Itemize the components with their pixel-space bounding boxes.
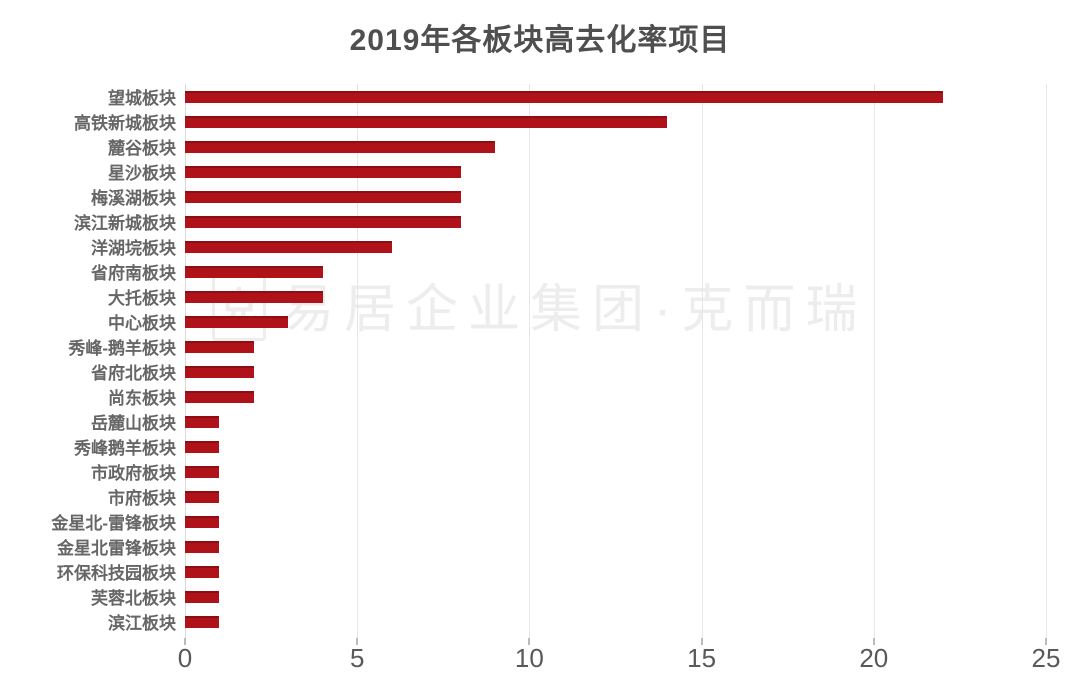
category-label: 环保科技园板块 — [57, 564, 176, 583]
bar-row — [185, 309, 1046, 334]
bar-row — [185, 234, 1046, 259]
category-label: 金星北-雷锋板块 — [51, 514, 176, 533]
x-tick-label: 20 — [859, 643, 889, 673]
bar-row — [185, 584, 1046, 609]
gridline — [701, 84, 703, 638]
gridline — [1046, 84, 1047, 638]
category-label: 滨江板块 — [108, 614, 176, 633]
bar-row — [185, 259, 1046, 284]
bar-row — [185, 334, 1046, 359]
bar-row — [185, 109, 1046, 134]
category-label: 滨江新城板块 — [74, 214, 176, 233]
gridline — [357, 84, 359, 638]
bar-row — [185, 509, 1046, 534]
bar — [185, 90, 943, 103]
bar-row — [185, 609, 1046, 634]
category-label: 省府北板块 — [91, 364, 176, 383]
bar — [185, 315, 289, 328]
bar — [185, 340, 254, 353]
bar-row — [185, 409, 1046, 434]
category-label: 大托板块 — [108, 289, 176, 308]
x-tick-label: 10 — [514, 643, 544, 673]
bar — [185, 365, 254, 378]
category-label: 中心板块 — [108, 314, 176, 333]
x-tick-label: 25 — [1031, 643, 1061, 673]
bar — [185, 440, 220, 453]
bar-row — [185, 209, 1046, 234]
category-label: 高铁新城板块 — [74, 114, 176, 133]
bar — [185, 140, 495, 153]
bar-row — [185, 384, 1046, 409]
bar — [185, 190, 461, 203]
axis-tick — [184, 638, 186, 645]
plot-area — [184, 84, 1047, 645]
category-label: 岳麓山板块 — [91, 414, 176, 433]
category-label: 省府南板块 — [91, 264, 176, 283]
category-label: 麓谷板块 — [108, 139, 176, 158]
gridline — [873, 84, 875, 638]
category-label: 市府板块 — [108, 489, 176, 508]
bar-row — [185, 284, 1046, 309]
bar-row — [185, 159, 1046, 184]
bar-series — [185, 84, 1046, 634]
bar — [185, 215, 461, 228]
bar-row — [185, 459, 1046, 484]
bar — [185, 165, 461, 178]
category-label: 星沙板块 — [108, 164, 176, 183]
gridline — [529, 84, 531, 638]
bar-row — [185, 84, 1046, 109]
category-label: 望城板块 — [108, 89, 176, 108]
bar-row — [185, 434, 1046, 459]
axis-tick — [528, 638, 531, 645]
chart-title: 2019年各板块高去化率项目 — [349, 24, 731, 57]
category-axis: 望城板块高铁新城板块麓谷板块星沙板块梅溪湖板块滨江新城板块洋湖垸板块省府南板块大… — [0, 84, 176, 634]
x-tick-label: 5 — [349, 643, 365, 673]
bar — [185, 615, 220, 628]
bar-row — [185, 184, 1046, 209]
x-axis: 0 5 10 15 20 25 — [178, 643, 1061, 675]
x-tick-label: 15 — [687, 643, 717, 673]
bar-row — [185, 559, 1046, 584]
bar-row — [185, 484, 1046, 509]
bar — [185, 240, 392, 253]
bar — [185, 415, 220, 428]
category-label: 梅溪湖板块 — [91, 189, 176, 208]
axis-tick — [872, 638, 875, 645]
y-axis-line — [185, 84, 186, 638]
axis-tick — [356, 638, 359, 645]
category-label: 秀峰鹅羊板块 — [74, 439, 176, 458]
bar — [185, 590, 220, 603]
bar — [185, 540, 220, 553]
bar — [185, 290, 323, 303]
bar-row — [185, 134, 1046, 159]
bar-row — [185, 359, 1046, 384]
category-label: 市政府板块 — [91, 464, 176, 483]
bar — [185, 490, 220, 503]
category-label: 秀峰-鹅羊板块 — [68, 339, 176, 358]
bar-row — [185, 534, 1046, 559]
bar — [185, 265, 323, 278]
bar — [185, 390, 254, 403]
category-label: 洋湖垸板块 — [91, 239, 176, 258]
bar — [185, 515, 220, 528]
category-label: 尚东板块 — [108, 389, 176, 408]
bar — [185, 565, 220, 578]
axis-tick — [700, 638, 703, 645]
axis-tick — [1045, 638, 1047, 645]
category-label: 金星北雷锋板块 — [57, 539, 176, 558]
bar — [185, 115, 668, 128]
x-tick-label: 0 — [177, 643, 193, 673]
gridlines — [184, 84, 1047, 645]
category-label: 芙蓉北板块 — [91, 589, 176, 608]
bar — [185, 465, 220, 478]
